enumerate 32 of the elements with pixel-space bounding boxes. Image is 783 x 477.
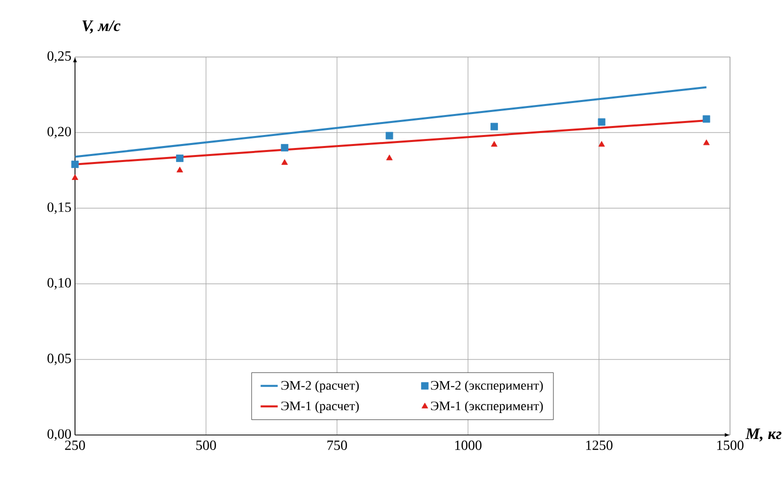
y-tick-label: 0,25 bbox=[48, 51, 71, 63]
y-axis-title: V, м/с bbox=[82, 20, 120, 34]
y-tick-label: 0,20 bbox=[48, 126, 71, 138]
x-tick-label: 250 bbox=[65, 440, 85, 450]
point bbox=[281, 159, 288, 165]
point bbox=[72, 174, 78, 180]
point bbox=[598, 118, 606, 126]
legend-label: ЭМ-2 (расчет) bbox=[281, 380, 359, 392]
point bbox=[176, 166, 184, 172]
x-axis-title: M, кг bbox=[745, 428, 782, 442]
y-tick-label: 0,05 bbox=[48, 354, 71, 366]
point bbox=[490, 140, 498, 147]
x-tick-label: 1000 bbox=[455, 440, 482, 450]
point bbox=[386, 132, 394, 140]
legend-label: ЭМ-1 (расчет) bbox=[281, 401, 359, 413]
point bbox=[703, 139, 710, 146]
point bbox=[71, 160, 79, 168]
point bbox=[386, 154, 393, 160]
x-tick-label: 500 bbox=[196, 440, 216, 450]
legend-label: ЭМ-2 (эксперимент) bbox=[431, 380, 543, 392]
point bbox=[598, 140, 605, 147]
point bbox=[280, 144, 288, 152]
y-tick-label: 0,10 bbox=[48, 278, 71, 290]
legend-label: ЭМ-1 (эксперимент) bbox=[431, 401, 543, 413]
x-tick-label: 1250 bbox=[586, 440, 612, 450]
point bbox=[176, 154, 184, 162]
point bbox=[702, 115, 710, 123]
x-tick-label: 1500 bbox=[717, 440, 744, 450]
x-tick-label: 750 bbox=[327, 440, 347, 450]
point bbox=[490, 122, 498, 130]
y-tick-label: 0,15 bbox=[48, 202, 71, 214]
y-tick-label: 0,00 bbox=[48, 429, 71, 441]
